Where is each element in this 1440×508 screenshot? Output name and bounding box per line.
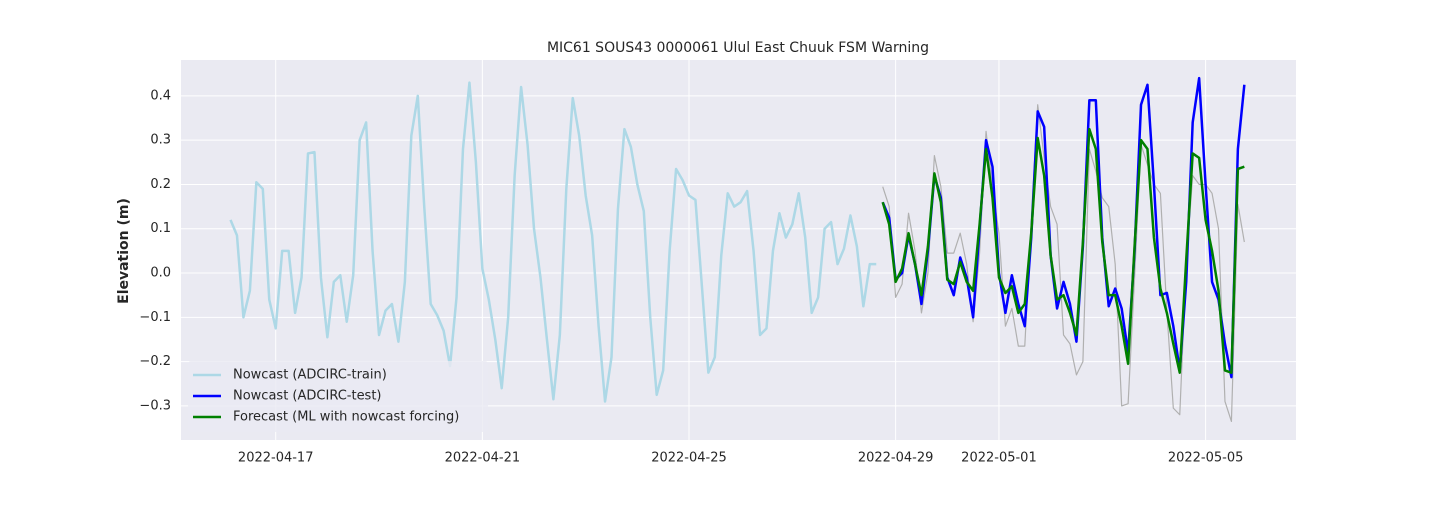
x-tick-label: 2022-04-17: [238, 451, 314, 466]
x-tick-label: 2022-04-29: [858, 451, 934, 466]
x-tick-label: 2022-04-25: [651, 451, 727, 466]
lines: [229, 76, 1246, 422]
y-axis-label: Elevation (m): [116, 198, 132, 304]
y-tick-label: −0.2: [139, 354, 171, 369]
legend-label: Forecast (ML with nowcast forcing): [233, 410, 459, 425]
labels: −0.3 −0.2 −0.1 0.0 0.1 0.2 0.3 0.4 2022-04-17 202…: [139, 88, 1243, 465]
series-line: [229, 81, 877, 403]
y-tick-label: −0.1: [139, 310, 171, 325]
y-tick-label: 0.1: [150, 221, 171, 236]
y-tick-label: −0.3: [139, 398, 171, 413]
y-tick-label: 0.0: [150, 266, 171, 281]
legend: Nowcast (ADCIRC-train) Nowcast (ADCIRC-te…: [188, 361, 488, 432]
legend-label: Nowcast (ADCIRC-test): [233, 389, 382, 404]
legend-label: Nowcast (ADCIRC-train): [233, 368, 387, 383]
series-line: [881, 127, 1245, 374]
legend-box: [188, 361, 488, 432]
y-tick-label: 0.2: [150, 177, 171, 192]
x-tick-label: 2022-05-01: [961, 451, 1037, 466]
chart-title: MIC61 SOUS43 0000061 Ulul East Chuuk FSM…: [547, 40, 929, 56]
y-tick-label: 0.4: [150, 88, 171, 103]
y-tick-label: 0.3: [150, 133, 171, 148]
x-tick-label: 2022-04-21: [445, 451, 521, 466]
x-tick-label: 2022-05-05: [1168, 451, 1244, 466]
